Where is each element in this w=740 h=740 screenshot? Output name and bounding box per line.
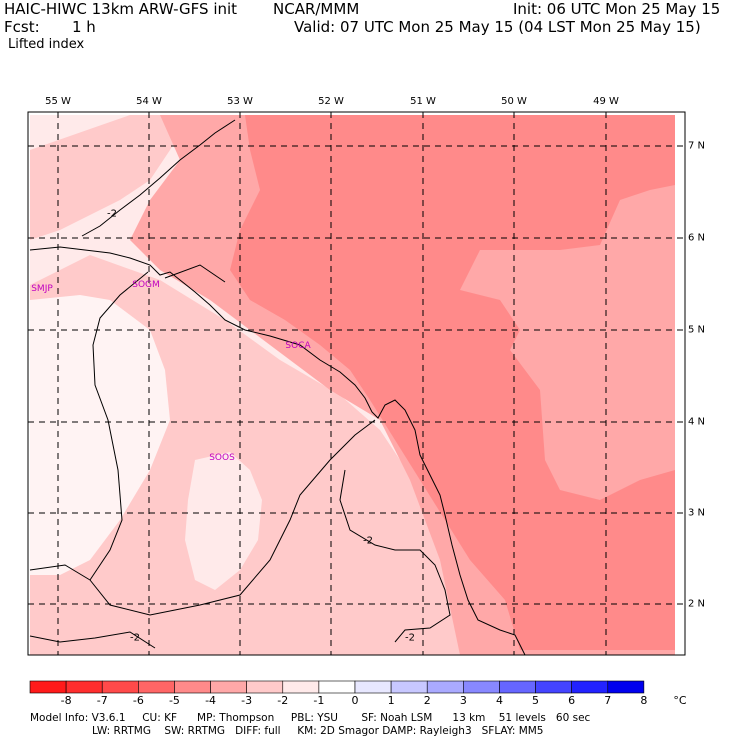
colorbar-swatch bbox=[138, 680, 175, 694]
station-smjp: SMJP bbox=[31, 284, 53, 294]
colorbar-swatch bbox=[426, 680, 464, 694]
colorbar-tick-label: 4 bbox=[495, 694, 503, 707]
li-field-minus4 bbox=[230, 115, 675, 650]
lat-label-2n: 2 N bbox=[688, 598, 706, 610]
model-info-line2: LW: RRTMG SW: RRTMG DIFF: full KM: 2D Sm… bbox=[92, 725, 544, 737]
forecast-hour: 1 h bbox=[72, 18, 96, 36]
lon-label-54w: 54 W bbox=[136, 96, 162, 107]
colorbar-tick-label: 0 bbox=[351, 694, 359, 707]
colorbar-swatch bbox=[318, 680, 356, 694]
lat-label-6n: 6 N bbox=[688, 232, 706, 244]
colorbar-tick-label: -3 bbox=[241, 694, 253, 707]
colorbar-tick-label: -4 bbox=[205, 694, 217, 707]
lon-label-51w: 51 W bbox=[410, 96, 436, 107]
lon-label-50w: 50 W bbox=[501, 96, 527, 107]
colorbar-tick-label: -8 bbox=[60, 694, 72, 707]
colorbar-tick-label: 8 bbox=[640, 694, 648, 707]
lat-label-4n: 4 N bbox=[688, 416, 706, 428]
colorbar-tick-label: -5 bbox=[168, 694, 180, 707]
colorbar-swatch bbox=[607, 680, 645, 694]
lat-label-7n: 7 N bbox=[688, 140, 706, 152]
li-field-light-patch bbox=[185, 452, 262, 590]
colorbar-swatch bbox=[354, 680, 392, 694]
lon-label-55w: 55 W bbox=[45, 96, 71, 107]
colorbar-tick-label: -6 bbox=[132, 694, 144, 707]
colorbar-swatch bbox=[101, 680, 139, 694]
colorbar-tick-label: 5 bbox=[532, 694, 540, 707]
model-title: HAIC-HIWC 13km ARW-GFS init bbox=[4, 0, 238, 18]
valid-time: Valid: 07 UTC Mon 25 May 15 (04 LST Mon … bbox=[294, 18, 701, 36]
colorbar-tick-label: -1 bbox=[313, 694, 325, 707]
coastline-borders bbox=[29, 119, 526, 656]
colorbar-swatch bbox=[246, 680, 284, 694]
colorbar-tick-label: 6 bbox=[568, 694, 576, 707]
map-frame bbox=[27, 111, 686, 656]
lat-lon-grid bbox=[28, 112, 685, 655]
contour-lines bbox=[164, 264, 226, 283]
station-sogm: SOGM bbox=[132, 280, 160, 290]
li-field-minus2 bbox=[30, 115, 460, 655]
colorbar-swatch bbox=[535, 680, 572, 694]
lon-label-53w: 53 W bbox=[227, 96, 253, 107]
lat-label-5n: 5 N bbox=[688, 324, 706, 336]
colorbar-swatch bbox=[29, 680, 67, 694]
colorbar-swatch bbox=[65, 680, 103, 694]
colorbar bbox=[29, 680, 645, 694]
model-info-line1: Model Info: V3.6.1 CU: KF MP: Thompson P… bbox=[30, 712, 591, 724]
colorbar-swatch bbox=[463, 680, 500, 694]
colorbar-swatch bbox=[282, 680, 320, 694]
lon-label-49w: 49 W bbox=[593, 96, 619, 107]
lat-label-3n: 3 N bbox=[688, 507, 706, 519]
contour-label: -2 bbox=[130, 632, 140, 644]
forecast-label: Fcst: bbox=[4, 18, 40, 36]
colorbar-tick-label: 2 bbox=[423, 694, 431, 707]
colorbar-tick-label: 1 bbox=[387, 694, 395, 707]
field-name: Lifted index bbox=[8, 37, 85, 52]
lon-label-52w: 52 W bbox=[318, 96, 344, 107]
colorbar-swatch bbox=[571, 680, 609, 694]
colorbar-unit: °C bbox=[673, 694, 687, 707]
colorbar-swatch bbox=[390, 680, 428, 694]
contour-label: -2 bbox=[107, 208, 117, 220]
colorbar-tick-label: -2 bbox=[277, 694, 289, 707]
colorbar-tick-label: 3 bbox=[459, 694, 467, 707]
colorbar-swatch bbox=[174, 680, 211, 694]
contour-label: -2 bbox=[363, 535, 373, 547]
colorbar-tick-label: 7 bbox=[604, 694, 612, 707]
colorbar-tick-label: -7 bbox=[96, 694, 108, 707]
station-soos: SOOS bbox=[209, 453, 235, 463]
colorbar-swatch bbox=[499, 680, 536, 694]
contour-label: -2 bbox=[405, 632, 415, 644]
station-soca: SOCA bbox=[285, 341, 311, 351]
init-time: Init: 06 UTC Mon 25 May 15 bbox=[513, 0, 721, 18]
li-field-west-patch bbox=[30, 295, 170, 575]
colorbar-swatch bbox=[210, 680, 247, 694]
org-label: NCAR/MMM bbox=[273, 0, 360, 18]
